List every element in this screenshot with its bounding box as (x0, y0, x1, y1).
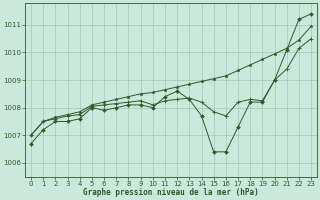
X-axis label: Graphe pression niveau de la mer (hPa): Graphe pression niveau de la mer (hPa) (83, 188, 259, 197)
